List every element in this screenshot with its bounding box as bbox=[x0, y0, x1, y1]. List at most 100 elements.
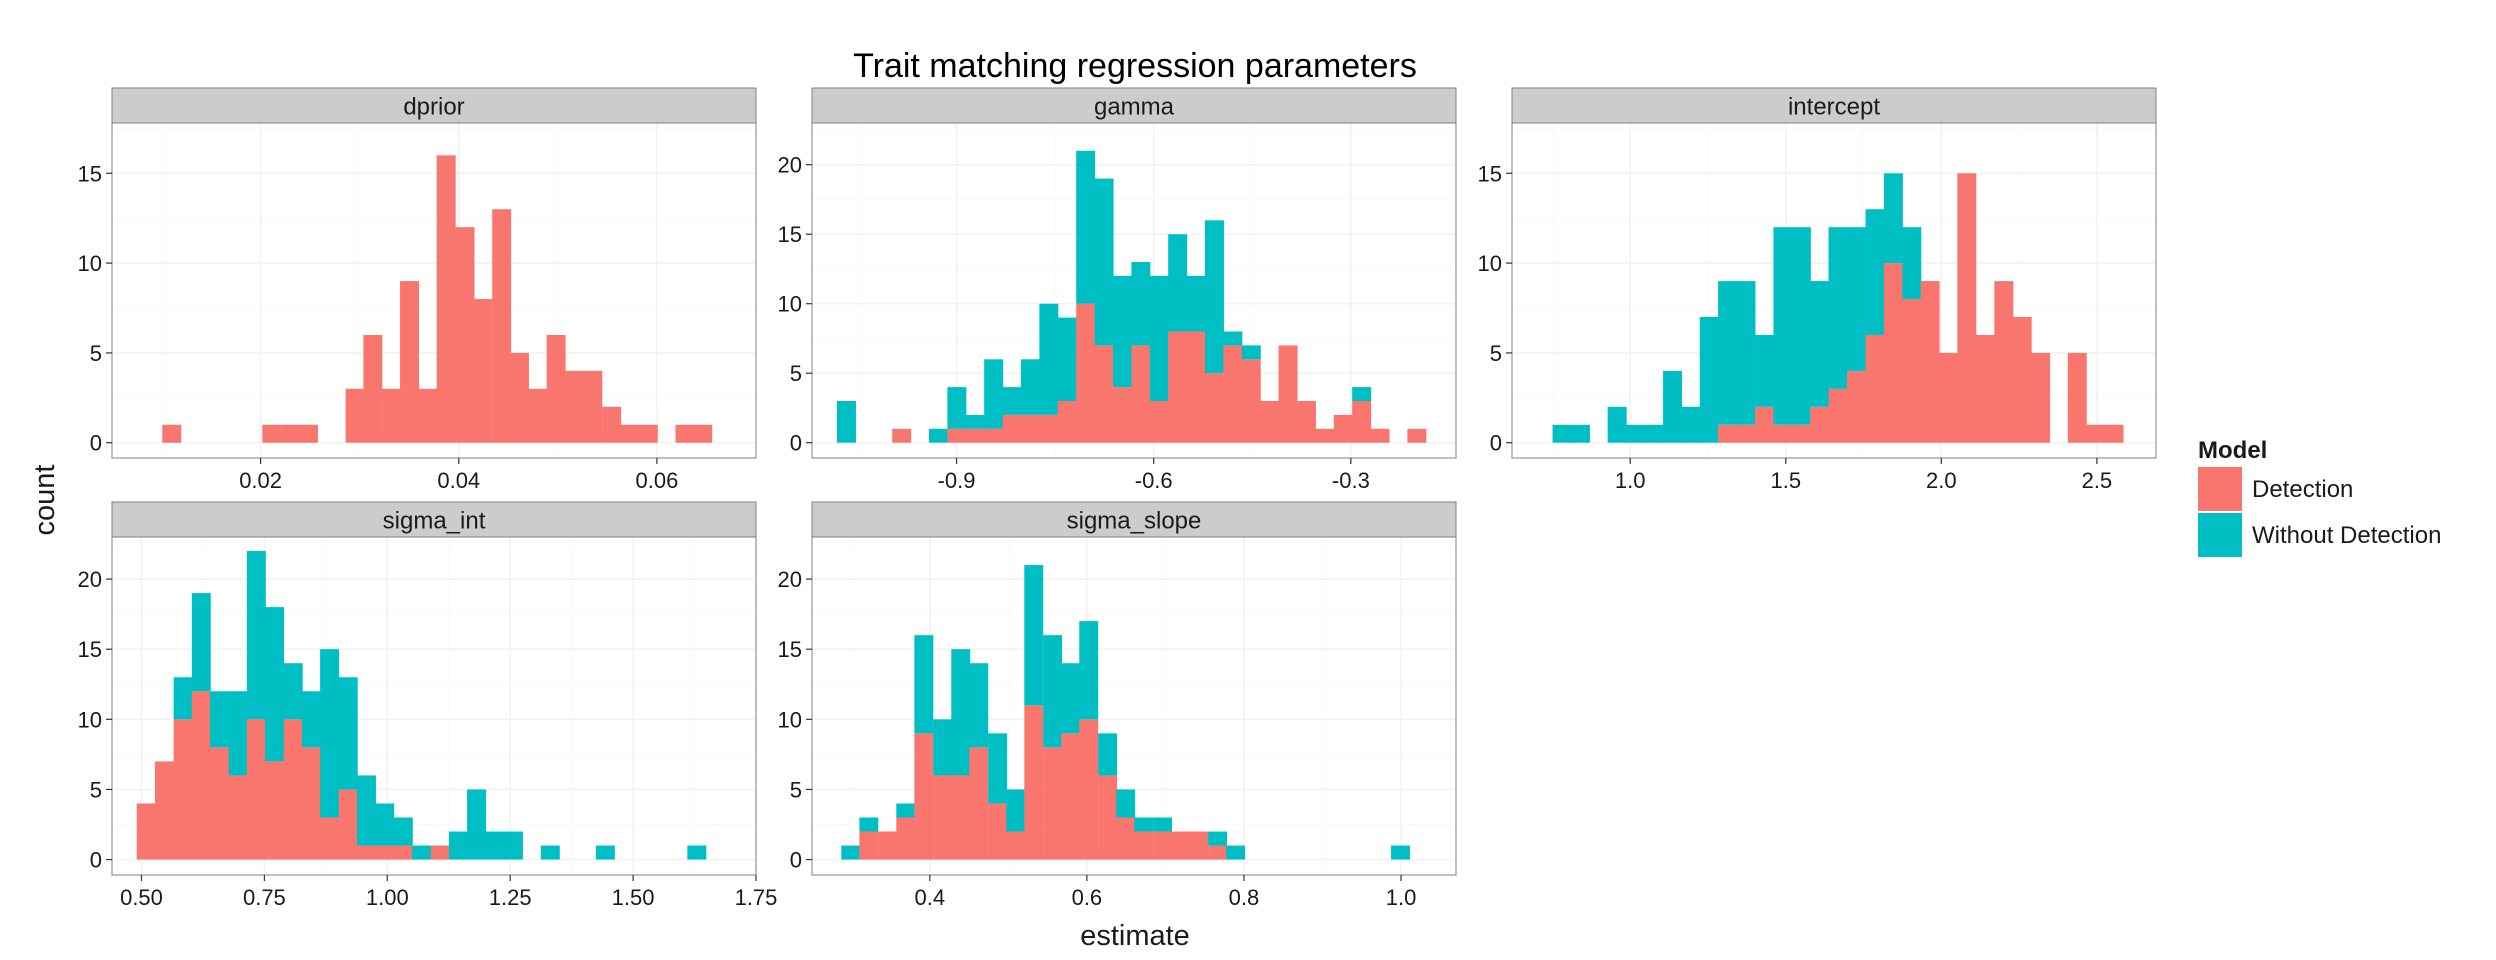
bar-detection bbox=[1773, 424, 1793, 443]
bar-detection bbox=[1168, 331, 1188, 443]
bar-without-detection bbox=[1865, 209, 1885, 335]
bar-detection bbox=[1204, 373, 1224, 443]
bar-detection bbox=[1736, 424, 1756, 443]
bar-detection bbox=[265, 761, 285, 860]
bar-without-detection bbox=[1223, 331, 1243, 346]
x-tick-label: 1.5 bbox=[1770, 468, 1801, 493]
bar-without-detection bbox=[1079, 621, 1099, 720]
bar-detection bbox=[345, 388, 365, 443]
bar-without-detection bbox=[1902, 227, 1922, 300]
x-tick-label: 2.5 bbox=[2082, 468, 2113, 493]
bar-without-detection bbox=[928, 428, 948, 443]
bar-detection bbox=[393, 845, 413, 860]
bar-without-detection bbox=[1810, 281, 1830, 407]
bar-detection bbox=[418, 388, 438, 443]
bar-without-detection bbox=[1153, 817, 1173, 832]
x-tick-label: 0.04 bbox=[437, 468, 480, 493]
panel-strip-label: sigma_int bbox=[383, 508, 486, 535]
bar-without-detection bbox=[1644, 424, 1664, 443]
bar-detection bbox=[173, 719, 193, 860]
y-tick-label: 0 bbox=[790, 848, 802, 873]
bar-detection bbox=[1920, 281, 1940, 443]
bar-detection bbox=[892, 428, 912, 443]
bar-without-detection bbox=[965, 414, 985, 429]
bar-without-detection bbox=[356, 775, 376, 846]
bar-detection bbox=[1315, 428, 1335, 443]
bar-detection bbox=[1755, 406, 1775, 443]
bar-detection bbox=[436, 155, 456, 443]
bar-without-detection bbox=[687, 845, 707, 860]
bar-without-detection bbox=[1116, 789, 1136, 818]
y-tick-label: 10 bbox=[78, 707, 102, 732]
panel-border bbox=[811, 122, 1457, 459]
bar-detection bbox=[546, 334, 566, 443]
y-tick-label: 0 bbox=[90, 848, 102, 873]
bar-without-detection bbox=[301, 691, 321, 748]
panel-strip-label: dprior bbox=[403, 94, 464, 121]
panel-sigma-slope: sigma_slope 0 5 10 15 20 0.4 0.6 0.8 1.0 bbox=[778, 501, 1457, 910]
bar-detection bbox=[1241, 359, 1261, 443]
bar-without-detection bbox=[1846, 227, 1866, 371]
bar-detection bbox=[896, 817, 916, 860]
bar-detection bbox=[281, 424, 301, 443]
bar-detection bbox=[1076, 303, 1096, 443]
bar-detection bbox=[1002, 414, 1022, 443]
bar-without-detection bbox=[1699, 316, 1719, 443]
bar-detection bbox=[984, 428, 1004, 443]
panel-strip-label: sigma_slope bbox=[1067, 508, 1202, 535]
bar-detection bbox=[1407, 428, 1427, 443]
bar-detection bbox=[400, 281, 419, 443]
y-tick-label: 0 bbox=[1490, 431, 1502, 456]
x-axis-title: estimate bbox=[1080, 920, 1190, 952]
y-tick-label: 10 bbox=[778, 292, 802, 317]
bar-without-detection bbox=[412, 845, 431, 860]
bar-detection bbox=[1116, 817, 1136, 860]
bar-detection bbox=[859, 831, 879, 860]
panel-border bbox=[111, 122, 757, 459]
bar-without-detection bbox=[1094, 178, 1114, 346]
bar-without-detection bbox=[540, 845, 560, 860]
bar-without-detection bbox=[485, 831, 505, 860]
bar-without-detection bbox=[1391, 845, 1411, 860]
bar-detection bbox=[1791, 424, 1811, 443]
panel-strip bbox=[1511, 87, 2157, 124]
bar-detection bbox=[693, 424, 713, 443]
bar-without-detection bbox=[1681, 406, 1701, 443]
bar-without-detection bbox=[1186, 275, 1206, 332]
y-tick-label: 15 bbox=[78, 637, 102, 662]
bar-without-detection bbox=[191, 593, 211, 692]
bar-detection bbox=[2012, 316, 2032, 443]
bar-without-detection bbox=[951, 649, 971, 776]
y-tick-label: 20 bbox=[78, 567, 102, 592]
bar-detection bbox=[455, 227, 475, 443]
bar-without-detection bbox=[1241, 345, 1261, 360]
bar-detection bbox=[2031, 352, 2051, 443]
y-tick-label: 10 bbox=[1478, 251, 1502, 276]
panel-border bbox=[811, 536, 1457, 876]
bar-detection bbox=[1112, 387, 1132, 443]
y-tick-label: 5 bbox=[90, 341, 102, 366]
bar-detection bbox=[1828, 388, 1848, 443]
bar-detection bbox=[473, 299, 493, 443]
x-tick-label: 0.06 bbox=[636, 468, 679, 493]
bar-without-detection bbox=[841, 845, 861, 860]
bar-detection bbox=[1975, 334, 1996, 443]
bar-detection bbox=[988, 803, 1008, 860]
bar-without-detection bbox=[836, 401, 856, 443]
bar-without-detection bbox=[1098, 733, 1118, 776]
bar-without-detection bbox=[338, 677, 358, 790]
y-tick-label: 5 bbox=[790, 361, 802, 386]
x-tick-label: 1.75 bbox=[735, 885, 778, 910]
legend-label: Without Detection bbox=[2252, 522, 2441, 549]
y-tick-label: 0 bbox=[790, 431, 802, 456]
bar-without-detection bbox=[283, 663, 303, 720]
bar-detection bbox=[1223, 345, 1243, 443]
bar-detection bbox=[1260, 401, 1280, 443]
panel-border bbox=[111, 536, 757, 876]
bar-detection bbox=[510, 352, 529, 443]
bar-without-detection bbox=[173, 677, 193, 720]
bar-detection bbox=[1061, 733, 1081, 860]
bar-without-detection bbox=[1828, 227, 1848, 389]
bar-detection bbox=[1333, 414, 1353, 443]
bar-detection bbox=[933, 775, 953, 860]
